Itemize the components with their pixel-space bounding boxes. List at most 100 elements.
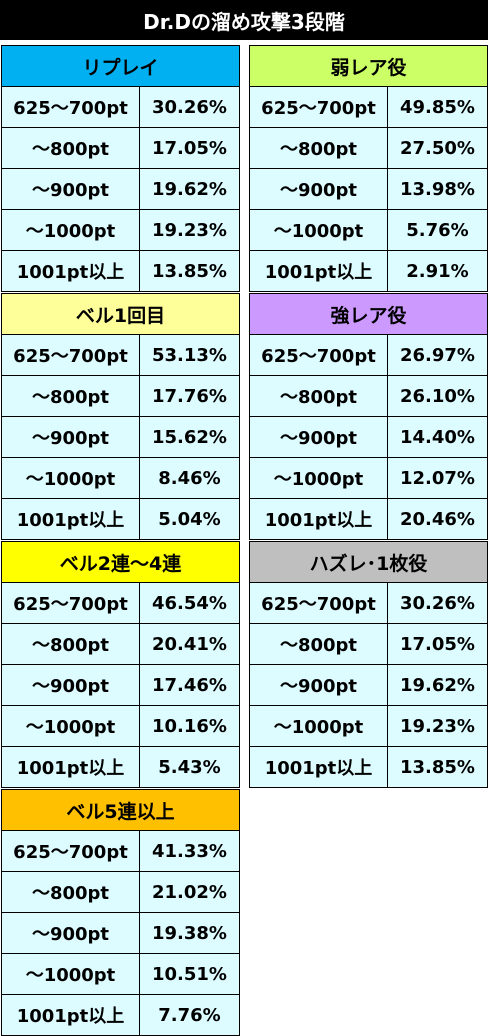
- table-row: ～1000pt 19.23%: [249, 705, 488, 747]
- range-cell: ～1000pt: [249, 457, 388, 499]
- table-row: ～800pt 26.10%: [249, 375, 488, 417]
- table-row: 1001pt以上 13.85%: [1, 250, 240, 292]
- percent-cell: 20.41%: [139, 623, 240, 665]
- range-cell: 1001pt以上: [249, 498, 388, 540]
- percent-cell: 8.46%: [139, 457, 240, 499]
- table-row: ～1000pt 10.51%: [1, 953, 240, 995]
- percent-cell: 17.46%: [139, 664, 240, 706]
- table-bell-2-4: ベル2連～4連 625～700pt 46.54% ～800pt 20.41% ～90…: [1, 541, 240, 788]
- table-row: ～800pt 21.02%: [1, 871, 240, 913]
- range-cell: 625～700pt: [249, 86, 388, 128]
- table-bell-5plus: ベル5連以上 625～700pt 41.33% ～800pt 21.02% ～900…: [1, 789, 240, 1036]
- percent-cell: 21.02%: [139, 871, 240, 913]
- percent-cell: 13.85%: [387, 746, 488, 788]
- table-row: ～1000pt 10.16%: [1, 705, 240, 747]
- range-cell: ～1000pt: [1, 953, 140, 995]
- table-header: ベル5連以上: [1, 789, 240, 831]
- range-cell: ～1000pt: [1, 705, 140, 747]
- table-row: ～800pt 17.76%: [1, 375, 240, 417]
- table-row: ～900pt 15.62%: [1, 416, 240, 458]
- percent-cell: 20.46%: [387, 498, 488, 540]
- table-row: 1001pt以上 20.46%: [249, 498, 488, 540]
- table-row: 625～700pt 53.13%: [1, 334, 240, 376]
- table-row: ～900pt 13.98%: [249, 168, 488, 210]
- table-row: ～900pt 19.62%: [1, 168, 240, 210]
- percent-cell: 17.05%: [139, 127, 240, 169]
- table-row: 625～700pt 30.26%: [249, 582, 488, 624]
- range-cell: 1001pt以上: [1, 498, 140, 540]
- table-row: 625～700pt 46.54%: [1, 582, 240, 624]
- table-row: 625～700pt 26.97%: [249, 334, 488, 376]
- percent-cell: 19.38%: [139, 912, 240, 954]
- table-header: 強レア役: [249, 293, 488, 335]
- range-cell: ～1000pt: [1, 457, 140, 499]
- range-cell: 625～700pt: [1, 830, 140, 872]
- page-title: Dr.Dの溜め攻撃3段階: [0, 0, 488, 40]
- percent-cell: 27.50%: [387, 127, 488, 169]
- table-row: 625～700pt 41.33%: [1, 830, 240, 872]
- percent-cell: 17.05%: [387, 623, 488, 665]
- range-cell: ～1000pt: [249, 209, 388, 251]
- table-row: 625～700pt 49.85%: [249, 86, 488, 128]
- table-header: ベル1回目: [1, 293, 240, 335]
- range-cell: ～900pt: [1, 168, 140, 210]
- table-header: ベル2連～4連: [1, 541, 240, 583]
- table-row: ～800pt 20.41%: [1, 623, 240, 665]
- table-miss-1coin: ハズレ･1枚役 625～700pt 30.26% ～800pt 17.05% ～90…: [249, 541, 488, 788]
- range-cell: ～800pt: [249, 127, 388, 169]
- range-cell: ～800pt: [1, 623, 140, 665]
- table-bell-first: ベル1回目 625～700pt 53.13% ～800pt 17.76% ～900p…: [1, 293, 240, 540]
- percent-cell: 30.26%: [139, 86, 240, 128]
- percent-cell: 49.85%: [387, 86, 488, 128]
- table-row: ～900pt 14.40%: [249, 416, 488, 458]
- table-row: ～1000pt 8.46%: [1, 457, 240, 499]
- table-header: ハズレ･1枚役: [249, 541, 488, 583]
- range-cell: ～800pt: [1, 127, 140, 169]
- range-cell: ～800pt: [1, 375, 140, 417]
- percent-cell: 15.62%: [139, 416, 240, 458]
- range-cell: 1001pt以上: [1, 250, 140, 292]
- range-cell: ～900pt: [249, 664, 388, 706]
- percent-cell: 13.85%: [139, 250, 240, 292]
- table-row: ～900pt 17.46%: [1, 664, 240, 706]
- range-cell: 625～700pt: [1, 582, 140, 624]
- range-cell: 1001pt以上: [1, 746, 140, 788]
- percent-cell: 10.16%: [139, 705, 240, 747]
- range-cell: ～900pt: [1, 664, 140, 706]
- percent-cell: 41.33%: [139, 830, 240, 872]
- percent-cell: 17.76%: [139, 375, 240, 417]
- range-cell: ～800pt: [1, 871, 140, 913]
- range-cell: ～1000pt: [1, 209, 140, 251]
- table-replay: リプレイ 625～700pt 30.26% ～800pt 17.05% ～900pt…: [1, 45, 240, 292]
- table-row: ～1000pt 19.23%: [1, 209, 240, 251]
- range-cell: ～900pt: [249, 416, 388, 458]
- range-cell: 1001pt以上: [249, 250, 388, 292]
- percent-cell: 5.76%: [387, 209, 488, 251]
- table-row: 1001pt以上 7.76%: [1, 994, 240, 1036]
- range-cell: 625～700pt: [1, 334, 140, 376]
- table-header: リプレイ: [1, 45, 240, 87]
- percent-cell: 19.23%: [387, 705, 488, 747]
- table-row: ～800pt 17.05%: [249, 623, 488, 665]
- percent-cell: 14.40%: [387, 416, 488, 458]
- range-cell: ～800pt: [249, 375, 388, 417]
- percent-cell: 26.97%: [387, 334, 488, 376]
- range-cell: 625～700pt: [249, 582, 388, 624]
- table-row: ～800pt 27.50%: [249, 127, 488, 169]
- range-cell: ～900pt: [1, 912, 140, 954]
- table-row: 1001pt以上 13.85%: [249, 746, 488, 788]
- range-cell: ～900pt: [1, 416, 140, 458]
- table-row: ～1000pt 12.07%: [249, 457, 488, 499]
- percent-cell: 46.54%: [139, 582, 240, 624]
- table-row: ～900pt 19.62%: [249, 664, 488, 706]
- percent-cell: 13.98%: [387, 168, 488, 210]
- table-row: 1001pt以上 2.91%: [249, 250, 488, 292]
- table-weak-rare: 弱レア役 625～700pt 49.85% ～800pt 27.50% ～900pt…: [249, 45, 488, 292]
- percent-cell: 5.04%: [139, 498, 240, 540]
- percent-cell: 5.43%: [139, 746, 240, 788]
- percent-cell: 10.51%: [139, 953, 240, 995]
- percent-cell: 26.10%: [387, 375, 488, 417]
- range-cell: 1001pt以上: [249, 746, 388, 788]
- table-row: ～1000pt 5.76%: [249, 209, 488, 251]
- percent-cell: 2.91%: [387, 250, 488, 292]
